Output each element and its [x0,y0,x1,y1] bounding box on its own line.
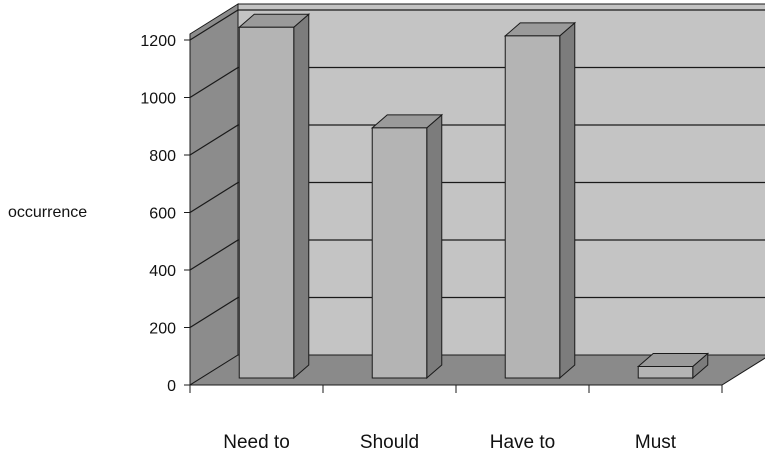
gridlines [189,9,765,329]
bar-side [426,113,443,380]
bar [503,21,577,380]
y-tick-label: 0 [167,378,176,395]
y-tick-label: 800 [149,148,176,165]
bar-front [238,26,295,379]
bar-front [637,366,694,379]
gridline [189,9,765,41]
chart-walls [188,3,765,386]
bar-front [371,127,428,379]
axes [184,39,723,393]
y-tick-label: 200 [149,321,176,338]
bar-front [504,35,561,379]
bar [237,13,311,380]
gridline [189,66,765,99]
x-tick-label: Have to [490,432,555,453]
y-tick-label: 1200 [140,33,176,50]
bar-side [293,13,310,380]
bars [237,13,710,380]
side-wall [189,3,239,386]
x-tick-label: Must [635,432,677,453]
y-axis-label: occurrence [8,204,87,221]
gridline [189,124,765,156]
labels: occurrence 0 200 400 600 800 1000 1200 Need to S… [8,33,677,453]
back-wall [237,3,765,356]
bar [636,352,710,380]
gridline [189,296,765,329]
bar [370,113,444,380]
bar-side [559,21,576,380]
y-tick-label: 400 [149,263,176,280]
y-tick-label: 1000 [140,91,176,108]
y-tick-label: 600 [149,206,176,223]
gridline [189,239,765,271]
x-tick-label: Need to [223,432,290,453]
gridline [189,181,765,214]
x-tick-label: Should [360,432,419,453]
